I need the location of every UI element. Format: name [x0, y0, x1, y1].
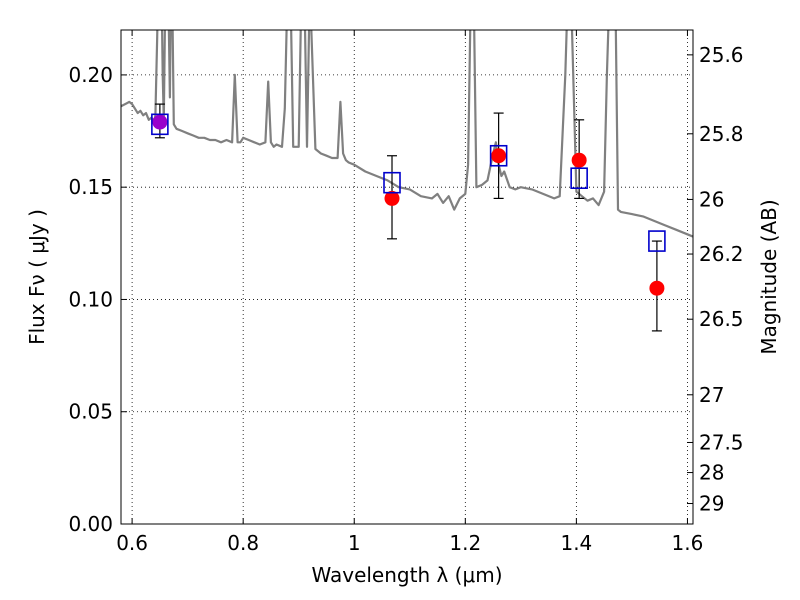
mag-tick-label: 26.5 — [699, 307, 744, 331]
y-tick-label: 0.20 — [68, 63, 113, 87]
mag-tick-label: 25.8 — [699, 122, 744, 146]
axis-ticks: 0.6 0.8 1 1.2 1.4 1.6 0.00 0.05 0.10 0.15 0.20 25.6… — [68, 30, 744, 555]
observed-flux-point — [571, 152, 587, 168]
model-flux-square — [383, 171, 401, 194]
x-tick-label: 0.6 — [116, 531, 148, 555]
mag-tick-label: 25.6 — [699, 43, 744, 67]
photometry-markers — [151, 103, 666, 332]
observed-flux-point — [152, 114, 168, 130]
x-tick-label: 1.2 — [449, 531, 481, 555]
observed-flux-point — [491, 148, 507, 164]
observed-flux-point — [384, 190, 400, 206]
mag-tick-label: 26 — [699, 187, 724, 211]
model-flux-square — [151, 113, 169, 136]
y-tick-label: 0.00 — [68, 512, 113, 536]
mag-tick-label: 26.2 — [699, 242, 744, 266]
model-spectrum — [121, 30, 693, 238]
x-axis-title: Wavelength λ (μm) — [311, 563, 502, 587]
model-flux-square — [489, 144, 508, 167]
y-axis-title: Flux Fν ( μJy ) — [25, 209, 49, 345]
y-tick-label: 0.05 — [68, 400, 113, 424]
model-flux-square — [570, 167, 588, 189]
x-tick-label: 0.8 — [227, 531, 259, 555]
observed-flux-point — [649, 280, 665, 296]
x-tick-label: 1.4 — [560, 531, 592, 555]
y-tick-label: 0.10 — [68, 287, 113, 311]
mag-tick-label: 27.5 — [699, 430, 744, 454]
spectrum-line — [121, 30, 693, 238]
y-tick-label: 0.15 — [68, 175, 113, 199]
mag-tick-label: 28 — [699, 461, 724, 485]
x-tick-label: 1 — [348, 531, 361, 555]
y2-axis-title: Magnitude (AB) — [757, 199, 781, 354]
mag-tick-label: 29 — [699, 492, 724, 516]
plot-frame — [120, 29, 694, 525]
x-tick-label: 1.6 — [672, 531, 704, 555]
model-flux-square — [648, 230, 666, 252]
mag-tick-label: 27 — [699, 383, 724, 407]
